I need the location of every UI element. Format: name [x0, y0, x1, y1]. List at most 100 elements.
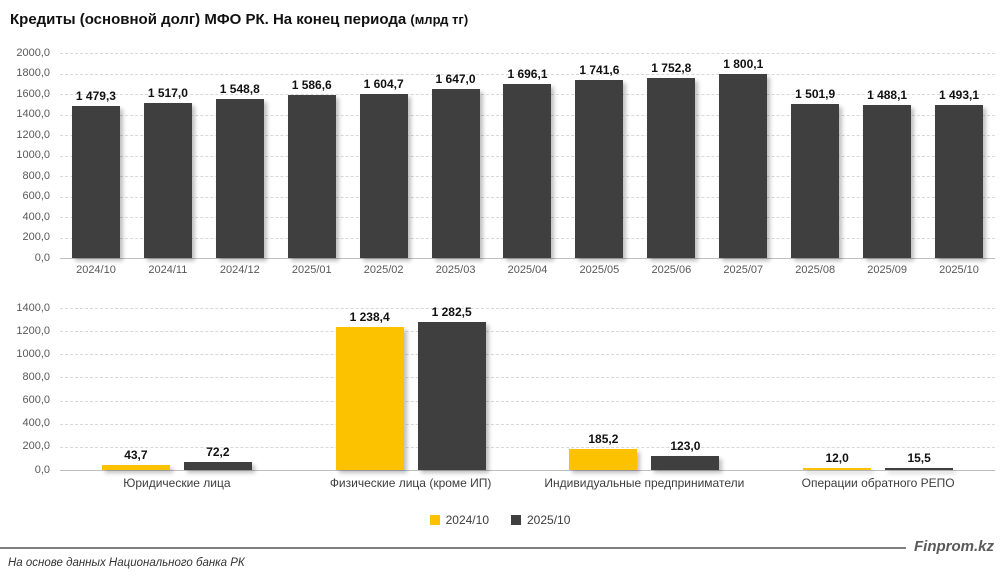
gridline	[60, 377, 995, 379]
bar	[183, 461, 252, 470]
bar-group: 1 604,7	[348, 77, 420, 258]
gridline	[60, 73, 995, 75]
bar-value-label: 43,7	[124, 447, 148, 462]
bar	[935, 104, 984, 258]
gridline	[60, 308, 995, 309]
bar	[359, 93, 408, 258]
x-axis-label: 2025/06	[651, 264, 692, 276]
bar-value-label: 1 488,1	[867, 88, 908, 103]
bar-value-label: 1 604,7	[363, 76, 404, 91]
bar-group: 1 696,1	[492, 67, 564, 258]
y-axis-tick-label: 0,0	[34, 251, 50, 264]
x-axis-label: Физические лица (кроме ИП)	[329, 476, 492, 490]
y-axis-tick-label: 400,0	[22, 210, 50, 223]
footer-divider	[0, 547, 906, 549]
y-axis-tick-label: 800,0	[22, 169, 50, 182]
x-axis-label: 2024/12	[219, 264, 260, 276]
gridline	[60, 331, 995, 333]
bar-value-label: 1 501,9	[795, 87, 836, 102]
bar-wrap: 1 488,1	[863, 88, 912, 258]
borrower-type-bar-chart: 0,0 200,0 400,0 600,0 800,0 1000,0 1200,0 1400,…	[0, 300, 1000, 500]
legend-item: 2024/10	[429, 513, 489, 527]
bar-value-label: 1 493,1	[938, 87, 980, 102]
bar-value-label: 1 517,0	[147, 85, 188, 100]
bar-row: 43,7 72,2 1 238,4 1 282,5 185,2 123,0 12,0 15,5	[60, 305, 995, 470]
bar	[287, 95, 336, 258]
gridline	[60, 446, 995, 448]
x-axis-label: 2024/11	[148, 264, 188, 276]
x-axis-label: Операции обратного РЕПО	[801, 476, 955, 490]
bar-value-label: 1 479,3	[75, 89, 116, 104]
bar-value-label: 1 800,1	[723, 56, 764, 71]
source-note: На основе данных Национального банка РК	[8, 557, 245, 569]
bar-wrap: 1 696,1	[503, 67, 552, 258]
x-axis-label: Индивидуальные предприниматели	[544, 476, 745, 490]
bar-value-label: 1 586,6	[291, 78, 332, 93]
gridline	[60, 400, 995, 402]
bar-group: 1 488,1	[851, 88, 923, 258]
bar-wrap: 1 238,4	[335, 310, 404, 470]
bar-group: 1 517,0	[132, 86, 204, 258]
bar	[651, 455, 720, 470]
bar-wrap: 185,2	[569, 431, 638, 470]
bar-value-label: 1 647,0	[435, 72, 476, 87]
bar-group: 1 752,8	[635, 61, 707, 258]
bar-wrap: 72,2	[183, 444, 252, 470]
y-axis-tick-label: 400,0	[22, 417, 50, 430]
gridline	[60, 53, 995, 54]
gridline	[60, 470, 995, 471]
bar	[71, 106, 120, 258]
x-axis-label: 2025/09	[867, 264, 907, 276]
bar	[431, 89, 480, 258]
y-axis-tick-label: 1400,0	[16, 301, 50, 314]
y-axis-tick-label: 200,0	[22, 440, 50, 453]
y-axis-tick-label: 600,0	[22, 190, 50, 202]
bar-value-label: 185,2	[588, 431, 619, 446]
bar-wrap: 1 741,6	[575, 62, 624, 258]
y-axis-tick-label: 1000,0	[16, 149, 50, 161]
x-axis-label: Юридические лица	[123, 476, 231, 490]
bar-wrap: 1 604,7	[359, 76, 408, 258]
bar-row: 1 479,3 1 517,0 1 548,8 1 586,6 1 604,7 1 647…	[60, 53, 995, 258]
y-axis-tick-label: 1200,0	[16, 324, 50, 337]
bar-wrap: 12,0	[803, 451, 872, 470]
chart-legend: 2024/10 2025/10	[0, 513, 1000, 527]
x-axis-label: 2025/07	[723, 264, 764, 276]
y-axis-tick-label: 1400,0	[16, 108, 50, 120]
bar-group: 1 647,0	[420, 72, 492, 258]
legend-label: 2025/10	[527, 513, 571, 527]
bar-value-label: 1 741,6	[579, 62, 620, 77]
bar-wrap: 1 586,6	[287, 78, 336, 258]
bar	[143, 102, 192, 258]
bar-value-label: 15,5	[907, 451, 931, 465]
bar-value-label: 72,2	[206, 444, 230, 459]
x-axis: Юридические лица Физические лица (кроме И…	[60, 476, 995, 490]
bar-wrap: 1 493,1	[935, 87, 984, 258]
y-axis-tick-label: 200,0	[22, 231, 50, 243]
bar-group: 1 800,1	[707, 56, 779, 258]
x-axis-label: 2025/02	[363, 264, 404, 276]
bar-value-label: 1 696,1	[507, 67, 548, 82]
bar-wrap: 1 800,1	[719, 56, 768, 258]
x-axis-label: 2025/03	[435, 264, 476, 276]
gridline	[60, 423, 995, 425]
bar-value-label: 123,0	[670, 438, 701, 453]
bar	[885, 468, 954, 470]
bar-wrap: 1 282,5	[417, 305, 486, 470]
x-axis-label: 2025/04	[507, 264, 548, 276]
gridline	[60, 354, 995, 356]
bar-wrap: 15,5	[885, 451, 954, 470]
bar	[569, 448, 638, 470]
y-axis-tick-label: 1200,0	[16, 128, 50, 141]
bar-group: 1 479,3	[60, 89, 132, 258]
x-axis-label: 2025/10	[939, 264, 979, 276]
x-axis-label: 2025/01	[291, 264, 332, 276]
bar-group: 1 586,6	[276, 78, 348, 258]
bar-group: 1 548,8	[204, 82, 276, 258]
bar-value-label: 12,0	[825, 451, 849, 465]
bar-group: 1 493,1	[923, 88, 995, 258]
monthly-loans-bar-chart: 0,0 200,0 400,0 600,0 800,0 1000,0 1200,0 1400,…	[0, 45, 1000, 295]
y-axis-tick-label: 1800,0	[16, 67, 50, 79]
bar-group: 1 501,9	[779, 87, 851, 258]
